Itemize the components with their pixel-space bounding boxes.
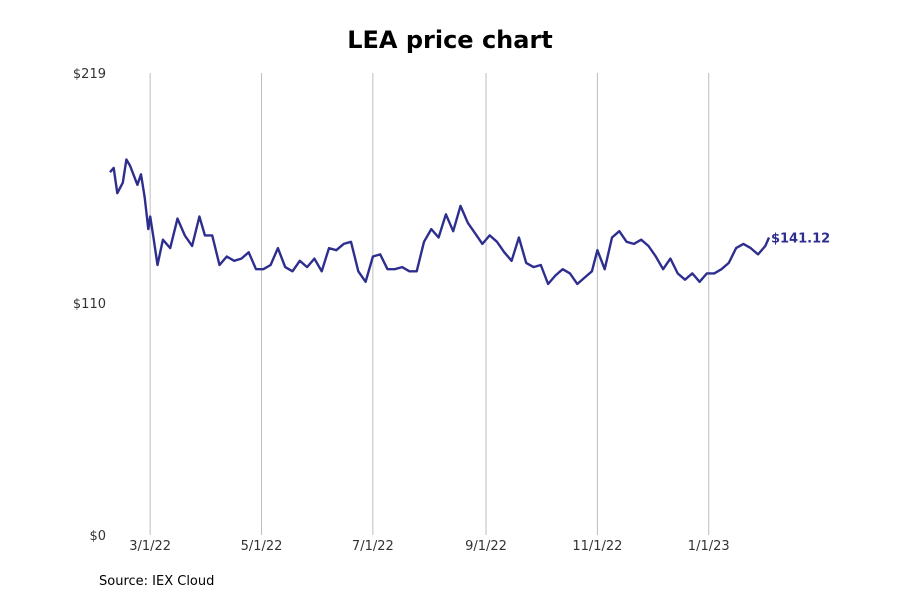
y-tick-label: $0 (89, 529, 106, 544)
x-tick-label: 3/1/22 (129, 539, 171, 554)
y-axis: $0 $110 $219 (73, 67, 106, 544)
x-axis: 3/1/22 5/1/22 7/1/22 9/1/22 11/1/22 1/1/23 (129, 539, 729, 554)
x-tick-label: 9/1/22 (465, 539, 507, 554)
last-price-label: $141.12 (771, 232, 830, 247)
source-note: Source: IEX Cloud (99, 574, 215, 589)
x-tick-label: 5/1/22 (241, 539, 283, 554)
chart-title: LEA price chart (347, 26, 553, 54)
x-grid (149, 73, 710, 535)
x-tick-label: 1/1/23 (688, 539, 730, 554)
y-tick-label: $219 (73, 67, 106, 82)
price-line (109, 158, 771, 286)
x-tick-label: 7/1/22 (352, 539, 394, 554)
x-tick-label: 11/1/22 (572, 539, 622, 554)
y-tick-label: $110 (73, 297, 106, 312)
